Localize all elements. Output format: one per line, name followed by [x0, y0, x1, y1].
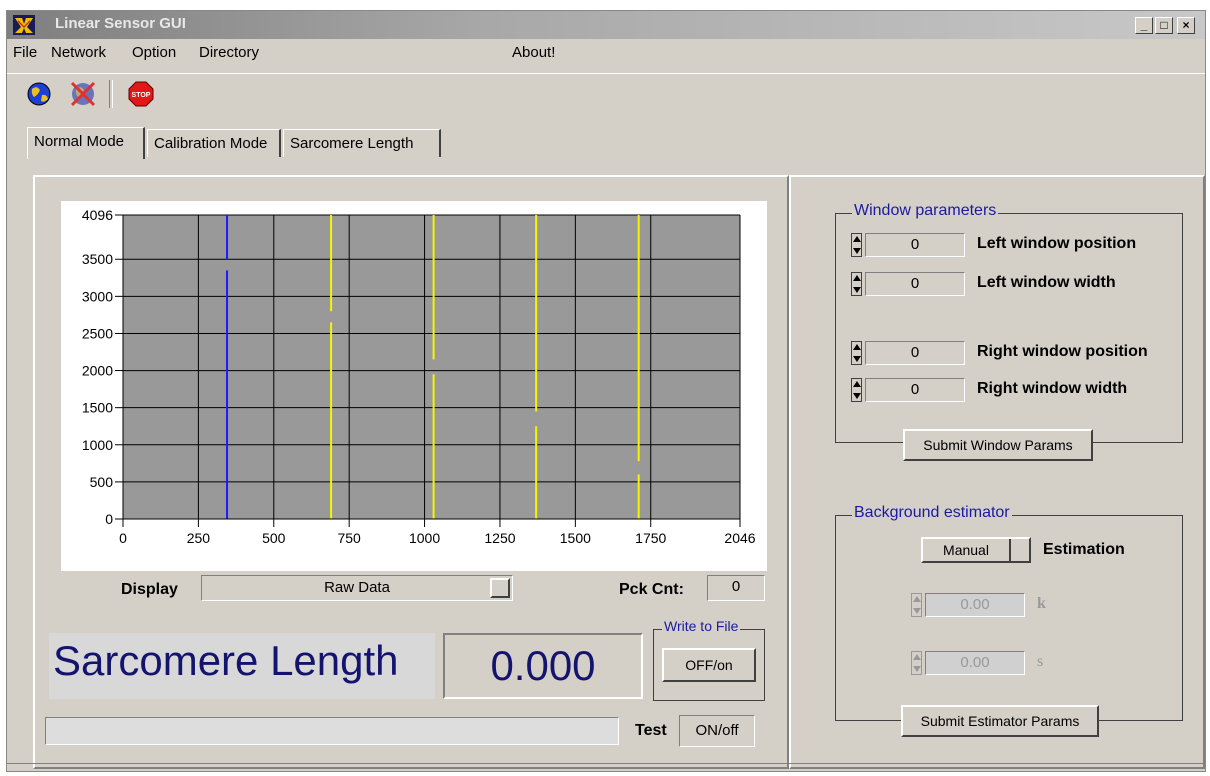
s-label: s	[1037, 653, 1043, 671]
graph-svg: 4096 3500 3000 2500 2000 1500 1000 500 00 250 500 7…	[61, 201, 767, 571]
window-parameters-title: Window parameters	[852, 202, 998, 220]
left-window-width-spinner[interactable]	[851, 272, 862, 296]
s-input[interactable]: 0.00	[925, 651, 1025, 675]
tab-calibration-mode[interactable]: Calibration Mode	[147, 129, 281, 157]
connect-globe-icon[interactable]	[25, 79, 53, 109]
maximize-button[interactable]: □	[1155, 17, 1173, 34]
left-window-width-input[interactable]: 0	[865, 272, 965, 296]
tab-normal-mode[interactable]: Normal Mode	[27, 127, 145, 159]
write-to-file-title: Write to File	[662, 618, 740, 634]
left-window-position-spinner[interactable]	[851, 233, 862, 257]
raw-data-graph: 4096 3500 3000 2500 2000 1500 1000 500 0 0 250 500 7…	[61, 201, 767, 571]
status-strip	[7, 763, 1205, 772]
x-tick-label: 250	[187, 530, 211, 546]
x-tick-label: 1500	[560, 530, 591, 546]
k-label: k	[1037, 595, 1046, 613]
sarcomere-label-box: Sarcomere Length	[49, 633, 435, 699]
stop-icon-label: STOP	[132, 92, 151, 99]
toolbar: STOP	[7, 73, 1205, 114]
app-logo-icon	[13, 15, 35, 35]
menu-option[interactable]: Option	[132, 44, 176, 61]
menu-about[interactable]: About!	[512, 44, 555, 61]
sarcomere-length-value: 0.000	[443, 633, 643, 699]
sarcomere-length-label: Sarcomere Length	[53, 637, 399, 685]
menu-file[interactable]: File	[13, 44, 37, 61]
pck-cnt-label: Pck Cnt:	[619, 581, 684, 599]
left-window-position-input[interactable]: 0	[865, 233, 965, 257]
background-estimator-title: Background estimator	[852, 504, 1012, 522]
right-window-position-spinner[interactable]	[851, 341, 862, 365]
x-tick-label: 1000	[409, 530, 440, 546]
k-spinner[interactable]	[911, 593, 922, 617]
write-to-file-group: Write to File OFF/on	[653, 629, 765, 701]
y-tick-label: 500	[90, 474, 114, 490]
window-title: Linear Sensor GUI	[55, 15, 186, 32]
y-tick-label: 2000	[82, 363, 113, 379]
s-spinner[interactable]	[911, 651, 922, 675]
left-window-width-label: Left window width	[977, 274, 1116, 292]
x-tick-label: 1750	[635, 530, 666, 546]
y-tick-label: 1500	[82, 400, 113, 416]
x-tick-label: 500	[262, 530, 286, 546]
pck-cnt-value: 0	[707, 575, 765, 601]
right-window-position-label: Right window position	[977, 343, 1148, 361]
app-window: Linear Sensor GUI _ □ × File Network Opt…	[6, 10, 1206, 772]
title-bar[interactable]: Linear Sensor GUI _ □ ×	[7, 11, 1205, 39]
y-tick-label: 0	[105, 511, 113, 527]
k-input[interactable]: 0.00	[925, 593, 1025, 617]
estimation-mode-value: Manual	[923, 539, 1011, 561]
x-tick-label: 2046	[724, 530, 755, 546]
left-window-position-label: Left window position	[977, 235, 1136, 253]
x-tick-label: 0	[119, 530, 127, 546]
write-to-file-toggle[interactable]: OFF/on	[662, 648, 756, 682]
y-tick-label: 2500	[82, 325, 113, 341]
estimation-mode-select[interactable]: Manual	[921, 537, 1031, 563]
plot-area	[123, 215, 740, 519]
estimation-label: Estimation	[1043, 541, 1125, 559]
minimize-button[interactable]: _	[1135, 17, 1153, 34]
x-tick-label: 1250	[484, 530, 515, 546]
x-tick-label: 750	[337, 530, 361, 546]
menu-bar: File Network Option Directory About!	[7, 41, 1205, 65]
submit-window-params-button[interactable]: Submit Window Params	[903, 429, 1093, 461]
test-toggle[interactable]: ON/off	[679, 715, 755, 747]
stop-icon[interactable]: STOP	[127, 79, 155, 109]
progress-bar	[45, 717, 619, 745]
right-window-width-spinner[interactable]	[851, 378, 862, 402]
right-window-position-input[interactable]: 0	[865, 341, 965, 365]
submit-estimator-params-button[interactable]: Submit Estimator Params	[901, 705, 1099, 737]
menu-directory[interactable]: Directory	[199, 44, 259, 61]
right-window-width-input[interactable]: 0	[865, 378, 965, 402]
test-label: Test	[635, 722, 667, 740]
disconnect-globe-icon[interactable]	[69, 79, 97, 109]
display-select-value: Raw Data	[324, 579, 390, 596]
y-tick-label: 1000	[82, 437, 113, 453]
close-button[interactable]: ×	[1177, 17, 1195, 34]
display-select-arrow[interactable]	[490, 578, 510, 598]
y-tick-label: 3500	[82, 251, 113, 267]
tab-sarcomere-length[interactable]: Sarcomere Length	[283, 129, 441, 157]
y-tick-label: 3000	[82, 288, 113, 304]
display-select[interactable]: Raw Data	[201, 575, 513, 601]
display-label: Display	[121, 581, 178, 599]
right-window-width-label: Right window width	[977, 380, 1127, 398]
toolbar-separator	[109, 80, 113, 108]
y-tick-label: 4096	[82, 207, 113, 223]
menu-network[interactable]: Network	[51, 44, 106, 61]
